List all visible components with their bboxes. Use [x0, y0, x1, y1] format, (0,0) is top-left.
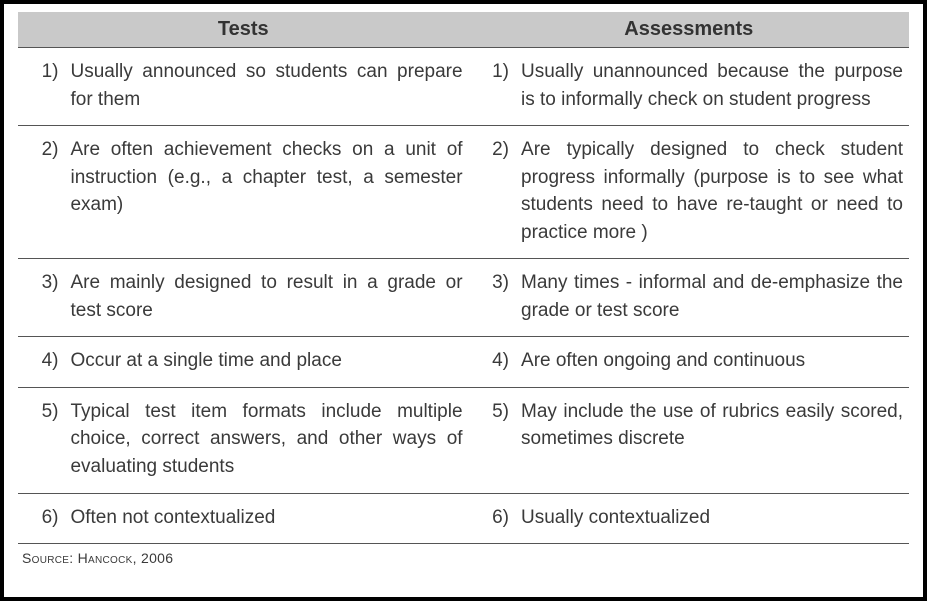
cell-assessments: Usually contextualized	[515, 493, 909, 544]
header-tests: Tests	[18, 12, 469, 48]
source-citation: Source: Hancock, 2006	[18, 544, 909, 566]
row-number-left: 2)	[18, 126, 64, 259]
table-row: 4) Occur at a single time and place 4) A…	[18, 337, 909, 388]
row-number-right: 4)	[469, 337, 515, 388]
cell-assessments: Usually unannounced because the purpose …	[515, 48, 909, 126]
table-row: 2) Are often achievement checks on a uni…	[18, 126, 909, 259]
row-number-left: 4)	[18, 337, 64, 388]
cell-assessments: Many times - informal and de-emphasize t…	[515, 259, 909, 337]
cell-assessments: Are often ongoing and continuous	[515, 337, 909, 388]
row-number-right: 3)	[469, 259, 515, 337]
cell-assessments: May include the use of rubrics easily sc…	[515, 387, 909, 493]
table-row: 1) Usually announced so students can pre…	[18, 48, 909, 126]
comparison-table-frame: Tests Assessments 1) Usually announced s…	[0, 0, 927, 601]
row-number-left: 1)	[18, 48, 64, 126]
table-header-row: Tests Assessments	[18, 12, 909, 48]
row-number-left: 6)	[18, 493, 64, 544]
cell-tests: Typical test item formats include multip…	[64, 387, 468, 493]
row-number-right: 1)	[469, 48, 515, 126]
table-row: 5) Typical test item formats include mul…	[18, 387, 909, 493]
cell-tests: Are often achievement checks on a unit o…	[64, 126, 468, 259]
cell-assessments: Are typically designed to check student …	[515, 126, 909, 259]
table-row: 6) Often not contextualized 6) Usually c…	[18, 493, 909, 544]
row-number-right: 6)	[469, 493, 515, 544]
header-assessments: Assessments	[469, 12, 909, 48]
cell-tests: Often not contextualized	[64, 493, 468, 544]
cell-tests: Are mainly designed to result in a grade…	[64, 259, 468, 337]
row-number-left: 3)	[18, 259, 64, 337]
table-row: 3) Are mainly designed to result in a gr…	[18, 259, 909, 337]
comparison-table: Tests Assessments 1) Usually announced s…	[18, 12, 909, 544]
row-number-right: 2)	[469, 126, 515, 259]
row-number-left: 5)	[18, 387, 64, 493]
cell-tests: Occur at a single time and place	[64, 337, 468, 388]
cell-tests: Usually announced so students can prepar…	[64, 48, 468, 126]
row-number-right: 5)	[469, 387, 515, 493]
